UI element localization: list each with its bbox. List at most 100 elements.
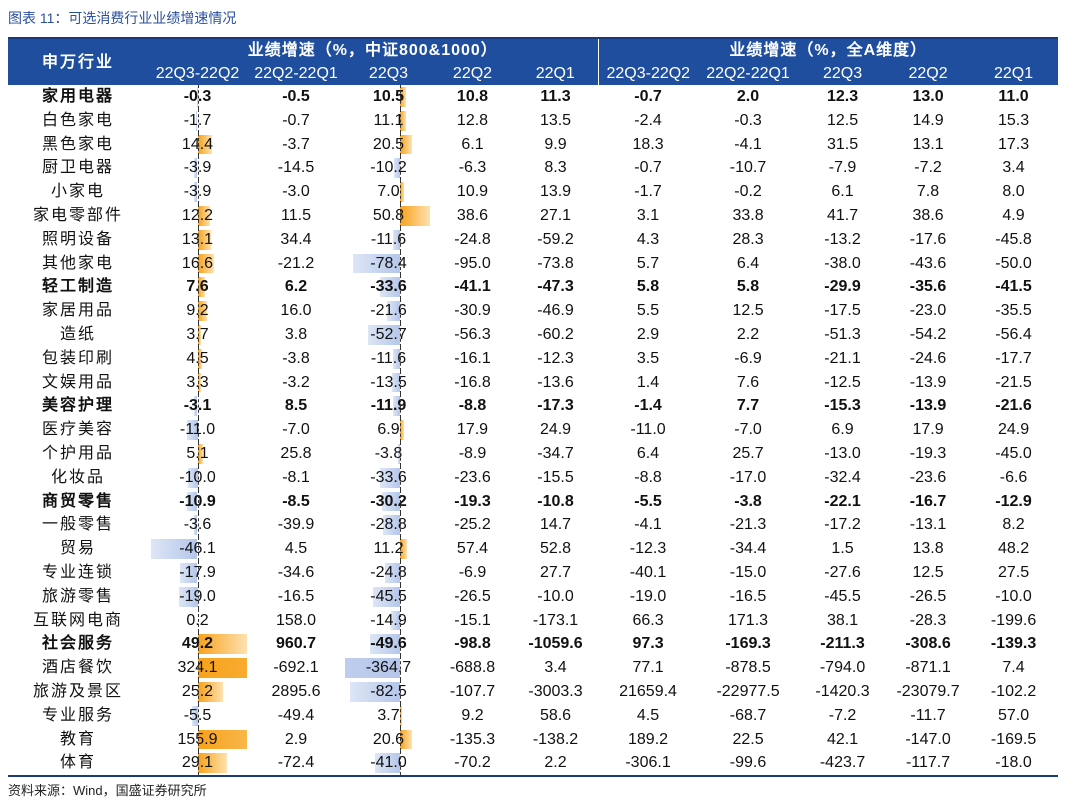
value-cell: 52.8 [513,537,598,561]
value-cell: 34.4 [247,228,345,252]
value-text: 14.4 [181,135,214,153]
value-text: 17.9 [456,421,489,439]
bar-axis [399,441,401,466]
value-text: 41.7 [826,206,859,224]
bar-axis [399,394,401,419]
value-text: -4.1 [634,516,662,534]
industry-name: 其他家电 [41,254,114,272]
value-text: -17.7 [995,349,1032,367]
value-text: -0.7 [634,88,662,105]
data-bar [197,372,201,393]
value-text: -17.2 [824,516,861,534]
value-cell: -794.0 [798,656,887,680]
value-cell: -117.7 [887,751,969,776]
bar-axis [197,560,199,585]
value-cell: -45.0 [969,442,1058,466]
value-text: 158.0 [275,611,317,629]
bar-axis [399,537,401,561]
value-cell: -3003.3 [513,680,598,704]
value-text: 57.0 [997,706,1030,724]
value-text: 12.5 [732,302,764,320]
value-text: -688.8 [449,659,496,677]
value-cell: 6.9 [345,418,432,442]
value-cell: -10.7 [698,156,798,180]
data-bar [392,396,400,417]
data-bar [352,253,400,274]
value-text: -423.7 [819,754,866,772]
value-text: -871.1 [905,659,951,677]
value-cell: 6.4 [698,252,798,276]
bar-axis [197,418,199,442]
value-cell: 7.4 [969,656,1058,680]
value-cell: -35.6 [887,275,969,299]
value-cell: 1.5 [798,537,887,561]
header-industry: 申万行业 [8,38,148,85]
bar-axis [197,251,199,276]
bar-axis [197,751,199,776]
value-text: -7.0 [734,421,762,439]
value-text: -102.2 [990,682,1037,700]
value-cell: -1420.3 [798,680,887,704]
value-cell: 3.7 [345,703,432,728]
value-text: 66.3 [632,611,664,629]
bar-axis [197,370,199,395]
value-cell: -15.5 [513,466,598,490]
value-cell: 42.1 [798,728,887,752]
value-cell: -72.4 [247,751,345,776]
value-text: -19.3 [454,492,491,510]
value-text: -13.6 [537,373,574,391]
value-cell: -13.5 [345,370,432,395]
value-text: -21.1 [824,349,861,367]
value-cell: -23079.7 [887,680,969,704]
value-text: 11.5 [281,206,311,224]
value-cell: 0.2 [148,608,247,633]
value-text: 10.9 [456,183,489,201]
value-text: 14.9 [912,111,944,129]
value-text: -29.9 [824,278,861,296]
value-cell: 11.3 [513,85,598,109]
value-text: -35.6 [909,278,947,296]
data-bar [187,467,198,488]
value-cell: 158.0 [247,609,345,633]
value-cell: -7.9 [798,156,887,180]
value-text: -98.8 [454,635,491,653]
value-text: 25.7 [732,444,764,462]
value-text: -73.8 [537,254,574,272]
value-cell: -16.5 [247,585,345,609]
industry-name: 家用电器 [41,88,114,105]
value-cell: -5.5 [148,703,247,728]
value-cell: -4.1 [598,513,698,537]
value-text: 12.5 [912,563,944,581]
value-text: 5.8 [736,278,760,296]
value-text: 38.6 [456,206,489,224]
bar-axis [197,632,199,657]
value-cell: -21.6 [345,299,432,323]
value-text: 3.1 [636,206,660,224]
value-text: 13.1 [912,135,944,153]
value-cell: -871.1 [887,656,969,680]
bar-axis [399,560,401,585]
table-row: 社会服务 49.2 960.7 -49.6 -98.8 -1059.6 97.3 -169.3… [8,632,1058,657]
value-cell: 16.0 [247,299,345,323]
bar-axis [197,727,199,752]
value-cell: -107.7 [432,680,513,704]
value-cell: 324.1 [148,656,247,680]
value-cell: -10.9 [148,489,247,514]
value-text: -3.8 [282,349,310,367]
value-text: 24.9 [539,421,572,439]
value-cell: -169.3 [698,632,798,656]
value-cell: 10.8 [432,85,513,109]
value-cell: 27.5 [969,561,1058,585]
header-group: 业绩增速（%，全A维度） [597,38,1059,62]
value-text: -16.5 [277,587,315,605]
value-text: 2.9 [636,325,660,343]
value-text: -19.3 [909,444,947,462]
value-text: -50.0 [995,254,1032,272]
value-cell: -7.0 [247,418,345,442]
value-text: 49.2 [181,635,214,653]
value-text: -41.0 [370,754,407,772]
header-column: 22Q2-22Q1 [698,62,799,85]
value-text: 960.7 [275,635,317,653]
value-text: -12.3 [629,540,667,558]
value-cell: -6.9 [432,561,513,585]
